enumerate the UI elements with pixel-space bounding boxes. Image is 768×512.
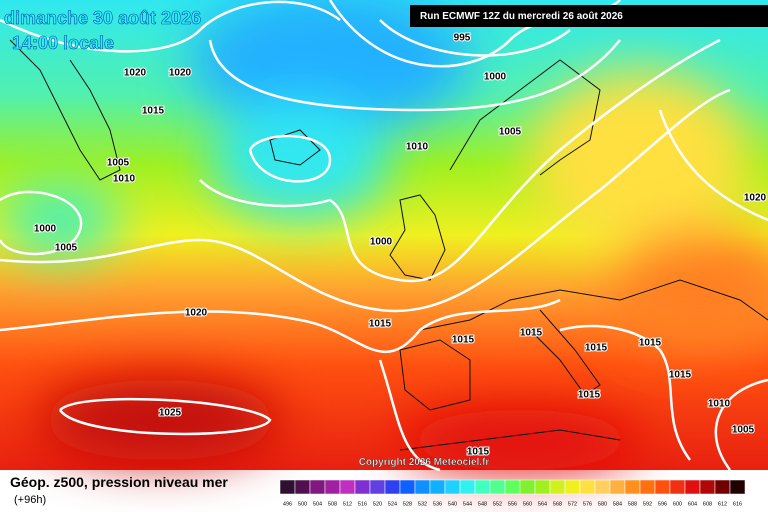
isobar-label: 1015 (520, 328, 543, 339)
scale-swatch (654, 479, 671, 495)
scale-label: 504 (313, 501, 322, 507)
scale-swatch (474, 479, 491, 495)
scale-label: 508 (328, 501, 337, 507)
scale-swatch (369, 479, 386, 495)
scale-swatch (279, 479, 296, 495)
scale-swatch (294, 479, 311, 495)
scale-swatch (429, 479, 446, 495)
isobar-label: 1010 (406, 142, 429, 153)
scale-swatch (624, 479, 641, 495)
scale-label: 564 (538, 501, 547, 507)
isobar-labels: 995 1000 1005 1010 1020 1020 1015 1005 1010 1000 1… (33, 32, 768, 459)
scale-label: 616 (733, 501, 742, 507)
scale-swatch (534, 479, 551, 495)
isobar-label: 1000 (370, 237, 393, 248)
scale-swatch (309, 479, 326, 495)
scale-swatch (564, 479, 581, 495)
scale-label: 600 (673, 501, 682, 507)
lead-time: (+96h) (14, 494, 46, 506)
isobar-label: 1010 (113, 174, 136, 185)
scale-swatch (384, 479, 401, 495)
scale-label: 560 (523, 501, 532, 507)
scale-label: 532 (418, 501, 427, 507)
isobar-label: 1000 (34, 224, 57, 235)
run-box (410, 5, 768, 27)
scale-label: 608 (703, 501, 712, 507)
date: dimanche 30 août 2026 (4, 8, 201, 28)
scale-swatch (339, 479, 356, 495)
isobar-label: 1005 (55, 243, 78, 254)
isobar-label: 1015 (467, 447, 490, 458)
isobar-label: 1020 (744, 193, 767, 204)
scale-swatch (669, 479, 686, 495)
scale-swatch (519, 479, 536, 495)
footer-title: Géop. z500, pression niveau mer (10, 474, 228, 490)
scale-label: 524 (388, 501, 397, 507)
scale-label: 528 (403, 501, 412, 507)
isobar-label: 1000 (484, 72, 507, 83)
isobar-label: 1005 (107, 158, 130, 169)
color-scale: 496 500 504 508 512 516 520 524 528 532 536 540 544 5… (279, 479, 746, 507)
isobar-label: 1010 (708, 399, 731, 410)
scale-label: 612 (718, 501, 727, 507)
isobar-label: 1020 (124, 68, 147, 79)
scale-label: 520 (373, 501, 382, 507)
isobar-label: 1015 (142, 106, 165, 117)
isobar-label: 1015 (369, 319, 392, 330)
scale-label: 596 (658, 501, 667, 507)
scale-swatch (579, 479, 596, 495)
isobars (0, 0, 768, 470)
isobar-label: 1015 (578, 390, 601, 401)
scale-swatch (444, 479, 461, 495)
scale-swatch (639, 479, 656, 495)
scale-swatch (399, 479, 416, 495)
scale-swatch (459, 479, 476, 495)
scale-swatch (504, 479, 521, 495)
isobar-label: 1015 (639, 338, 662, 349)
isobar-label: 1025 (159, 408, 182, 419)
scale-label: 512 (343, 501, 352, 507)
scale-label: 572 (568, 501, 577, 507)
scale-label: 568 (553, 501, 562, 507)
scale-swatch (684, 479, 701, 495)
scale-swatch (489, 479, 506, 495)
isobar-label: 1015 (585, 343, 608, 354)
isobar-label: 1005 (499, 127, 522, 138)
scale-label: 500 (298, 501, 307, 507)
scale-label: 576 (583, 501, 592, 507)
isobar-label: 1020 (185, 308, 208, 319)
isobar-label: 1020 (169, 68, 192, 79)
scale-label: 544 (463, 501, 472, 507)
isobar-label: 1005 (732, 425, 755, 436)
scale-swatch (549, 479, 566, 495)
scale-swatch (414, 479, 431, 495)
run: Run ECMWF 12Z du mercredi 26 août 2026 (420, 11, 623, 22)
scale-swatch (714, 479, 731, 495)
scale-label: 516 (358, 501, 367, 507)
isobar-label: 1015 (452, 335, 475, 346)
scale-swatch (354, 479, 371, 495)
scale-label: 580 (598, 501, 607, 507)
isobar-label: 995 (454, 33, 471, 44)
scale-label: 548 (478, 501, 487, 507)
scale-label: 592 (643, 501, 652, 507)
scale-swatch (699, 479, 716, 495)
isobar-label: 1015 (669, 370, 692, 381)
scale-label: 496 (283, 501, 292, 507)
scale-swatch (729, 479, 746, 495)
scale-label: 540 (448, 501, 457, 507)
time: 14:00 locale (12, 33, 114, 53)
scale-label: 556 (508, 501, 517, 507)
scale-label: 536 (433, 501, 442, 507)
scale-swatch (609, 479, 626, 495)
scale-swatch (324, 479, 341, 495)
copyright: Copyright 2026 Meteociel.fr (359, 457, 490, 468)
field-blobs (0, 0, 768, 470)
scale-label: 604 (688, 501, 697, 507)
scale-swatch (594, 479, 611, 495)
scale-label: 584 (613, 501, 622, 507)
scale-label: 552 (493, 501, 502, 507)
scale-label: 588 (628, 501, 637, 507)
